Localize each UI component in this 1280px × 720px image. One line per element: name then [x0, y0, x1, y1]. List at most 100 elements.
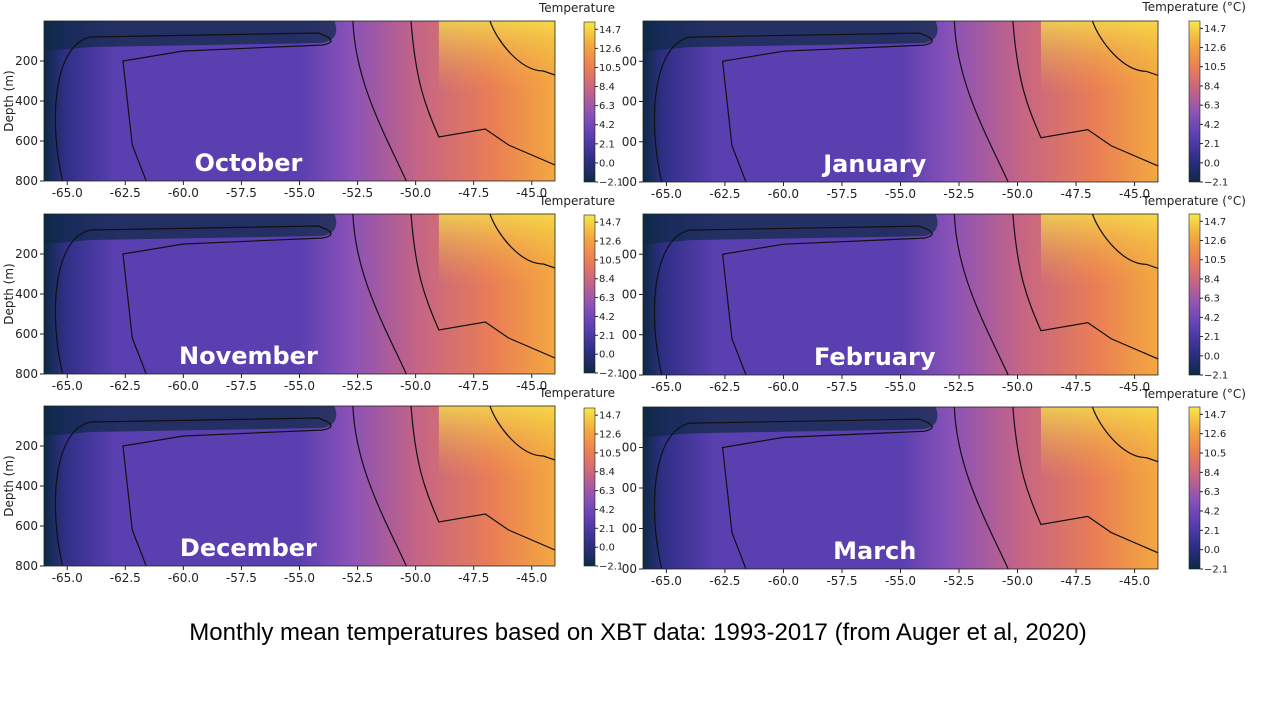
y-tick-label: 00	[622, 562, 637, 576]
y-axis-label: Depth (m)	[2, 455, 16, 516]
contour-line	[410, 21, 555, 166]
x-tick-label: -57.5	[226, 379, 257, 393]
contour-line	[653, 418, 933, 569]
colorbar-tick-label: 2.1	[599, 524, 615, 535]
contour-line	[1091, 407, 1158, 463]
colorbar-tick-label: −2.1	[1204, 371, 1228, 382]
y-tick-label: 800	[15, 559, 38, 573]
colorbar-tick-label: 4.2	[1204, 507, 1220, 518]
colorbar-tick-label: −2.1	[599, 369, 623, 380]
contour-line	[54, 32, 332, 181]
colorbar-tick-label: 12.6	[599, 430, 621, 441]
y-tick-label: 400	[15, 479, 38, 493]
contour-line	[653, 225, 933, 375]
x-tick-label: -62.5	[110, 379, 141, 393]
colorbar-title: Temperature (°C)	[1141, 194, 1246, 208]
x-tick-label: -62.5	[709, 574, 740, 588]
panel-october: October -65.0 -62.5 -60.0 -57.5 -55.0 -52.5 -50…	[2, 1, 623, 200]
contour-line	[54, 225, 332, 374]
colorbar-tick-label: 6.3	[599, 101, 615, 112]
contour-line	[653, 32, 933, 182]
x-tick-label: -55.0	[885, 574, 916, 588]
x-tick-label: -52.5	[342, 571, 373, 585]
contour-line	[410, 406, 555, 551]
colorbar-tick-label: 10.5	[599, 255, 621, 266]
panel-march: March -65.0 -62.5 -60.0 -57.5 -55.0 -52.5 -50.0…	[622, 387, 1246, 588]
colorbar-tick-label: 14.7	[599, 411, 621, 422]
y-tick-label: 00	[622, 328, 637, 342]
x-tick-label: -65.0	[52, 186, 83, 200]
y-tick-label: 200	[15, 247, 38, 261]
y-axis-label: Depth (m)	[2, 263, 16, 324]
colorbar-tick-label: 8.4	[1204, 274, 1220, 285]
colorbar-tick-label: 4.2	[1204, 313, 1220, 324]
panel-november: November -65.0 -62.5 -60.0 -57.5 -55.0 -52.5 -5…	[2, 194, 623, 393]
x-tick-label: -50.0	[1002, 187, 1033, 201]
x-tick-label: -47.5	[1061, 380, 1092, 394]
x-tick-label: -47.5	[458, 571, 489, 585]
x-tick-label: -65.0	[52, 379, 83, 393]
y-tick-label: 600	[15, 327, 38, 341]
x-tick-label: -57.5	[226, 186, 257, 200]
heatmap-field	[643, 21, 1158, 182]
x-tick-label: -60.0	[768, 574, 799, 588]
colorbar-tick-label: 4.2	[599, 120, 615, 131]
colorbar-tick-label: 12.6	[1204, 43, 1226, 54]
colorbar-tick-label: 2.1	[1204, 526, 1220, 537]
colorbar-tick-label: 0.0	[1204, 545, 1220, 556]
y-tick-label: 00	[622, 368, 637, 382]
colorbar-tick-label: 14.7	[1204, 24, 1226, 35]
y-tick-label: 200	[15, 439, 38, 453]
x-tick-label: -60.0	[168, 571, 199, 585]
heatmap-field	[44, 214, 555, 374]
colorbar-tick-label: −2.1	[1204, 565, 1228, 576]
colorbar	[583, 407, 596, 567]
x-tick-label: -57.5	[826, 187, 857, 201]
colorbar	[1188, 20, 1201, 183]
colorbar	[583, 21, 596, 183]
colorbar-tick-label: 8.4	[599, 467, 615, 478]
heatmap-field	[44, 21, 555, 181]
contour-line	[1012, 214, 1158, 360]
x-tick-label: -60.0	[168, 379, 199, 393]
x-tick-label: -57.5	[226, 571, 257, 585]
x-tick-label: -47.5	[1061, 574, 1092, 588]
contour-line	[1012, 407, 1158, 554]
contour-line	[352, 214, 407, 374]
colorbar-tick-label: 10.5	[1204, 255, 1226, 266]
colorbar-tick-label: 12.6	[599, 44, 621, 55]
panel-january: January -65.0 -62.5 -60.0 -57.5 -55.0 -52.5 -50…	[622, 0, 1246, 201]
x-tick-label: -57.5	[826, 380, 857, 394]
x-tick-label: -45.0	[1119, 574, 1150, 588]
x-tick-label: -50.0	[400, 379, 431, 393]
x-tick-label: -50.0	[1002, 574, 1033, 588]
y-axis-label: Depth (m)	[2, 70, 16, 131]
x-tick-label: -45.0	[1119, 380, 1150, 394]
colorbar-title: Temperature (°C)	[1141, 0, 1246, 14]
colorbar-tick-label: 0.0	[599, 543, 615, 554]
contour-line	[54, 417, 332, 566]
y-tick-label: 00	[622, 135, 637, 149]
colorbar-title: Temperature (°C)	[1141, 387, 1246, 401]
x-tick-label: -52.5	[943, 574, 974, 588]
colorbar-tick-label: −2.1	[599, 562, 623, 573]
colorbar-tick-label: 12.6	[1204, 236, 1226, 247]
y-tick-label: 00	[622, 54, 637, 68]
colorbar-tick-label: 12.6	[599, 237, 621, 248]
x-tick-label: -62.5	[110, 186, 141, 200]
x-tick-label: -45.0	[516, 379, 547, 393]
colorbar-tick-label: 2.1	[1204, 332, 1220, 343]
x-tick-label: -52.5	[342, 379, 373, 393]
x-tick-label: -62.5	[110, 571, 141, 585]
x-tick-label: -47.5	[458, 186, 489, 200]
x-tick-label: -55.0	[284, 186, 315, 200]
x-tick-label: -50.0	[1002, 380, 1033, 394]
x-tick-label: -65.0	[52, 571, 83, 585]
y-tick-label: 00	[622, 175, 637, 189]
y-tick-label: 800	[15, 367, 38, 381]
x-tick-label: -52.5	[943, 380, 974, 394]
colorbar-tick-label: 4.2	[599, 505, 615, 516]
x-tick-label: -50.0	[400, 571, 431, 585]
colorbar-tick-label: 14.7	[599, 218, 621, 229]
contour-line	[410, 214, 555, 359]
